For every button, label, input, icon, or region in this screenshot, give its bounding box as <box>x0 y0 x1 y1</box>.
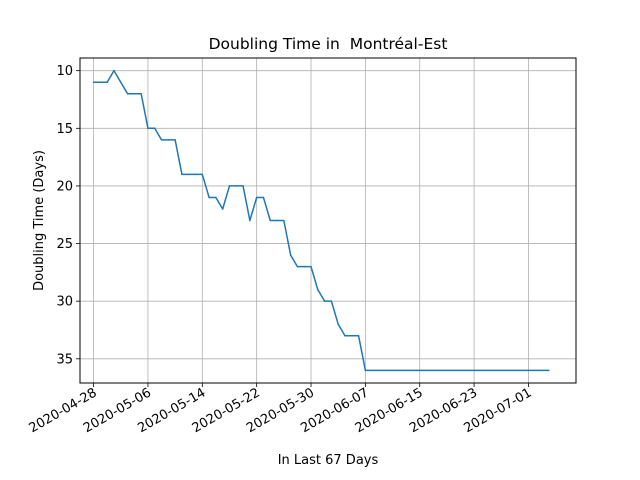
data-point <box>228 185 231 187</box>
y-tick-label: 30 <box>56 295 73 310</box>
data-point <box>351 334 353 337</box>
plot-frame <box>79 57 577 384</box>
data-point <box>167 139 170 141</box>
data-point <box>174 139 176 141</box>
y-tick-label: 10 <box>56 64 73 79</box>
data-point <box>120 81 122 83</box>
data-point <box>92 81 95 83</box>
data-point <box>235 185 238 187</box>
data-point <box>249 219 251 222</box>
data-point <box>208 196 210 199</box>
data-point <box>548 369 550 372</box>
y-axis-label: Doubling Time (Days) <box>32 150 47 291</box>
data-point <box>323 300 326 302</box>
data-point <box>310 265 312 268</box>
data-point <box>201 173 204 176</box>
chart-title: Doubling Time in Montréal-Est <box>209 35 448 53</box>
data-point <box>126 92 129 95</box>
data-point <box>181 173 183 176</box>
data-point <box>262 196 265 199</box>
data-point <box>364 369 367 372</box>
data-point <box>194 173 197 176</box>
data-point <box>133 92 136 95</box>
data-point <box>357 334 360 337</box>
data-point <box>303 265 305 268</box>
data-point <box>330 300 333 302</box>
data-point <box>99 81 102 83</box>
y-tick-label: 20 <box>56 179 73 194</box>
y-axis-ticks: 10 15 20 25 30 35 <box>56 64 80 367</box>
data-point <box>187 173 190 176</box>
data-point <box>296 265 299 268</box>
y-tick-label: 25 <box>56 237 73 252</box>
doubling-time-line <box>93 69 549 372</box>
data-point <box>113 69 115 72</box>
x-axis-label: In Last 67 Days <box>278 453 379 468</box>
data-point <box>255 196 258 199</box>
data-point <box>289 254 292 256</box>
data-point <box>215 196 217 199</box>
data-point <box>147 127 149 130</box>
data-point <box>242 185 244 187</box>
data-point <box>317 288 319 291</box>
data-point <box>153 127 156 130</box>
data-point <box>140 92 142 95</box>
data-point <box>106 81 108 83</box>
y-tick-label: 15 <box>56 122 73 137</box>
data-point <box>221 208 224 210</box>
data-point <box>269 219 271 222</box>
y-tick-label: 35 <box>56 352 73 367</box>
data-point <box>283 219 285 222</box>
data-point <box>344 334 346 337</box>
data-point <box>160 139 163 141</box>
data-point <box>337 323 339 325</box>
series-layer <box>92 69 550 372</box>
data-point <box>276 219 278 222</box>
